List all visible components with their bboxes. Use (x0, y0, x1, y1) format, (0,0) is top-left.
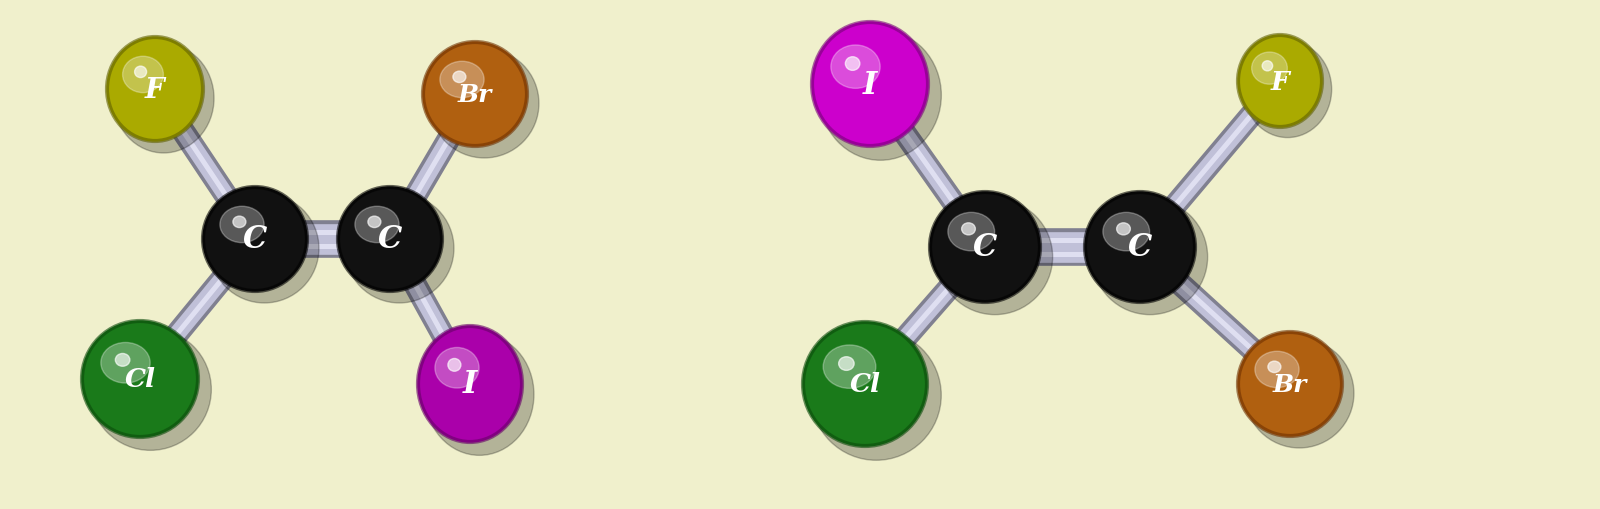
Ellipse shape (947, 213, 995, 251)
Ellipse shape (82, 321, 198, 437)
Ellipse shape (422, 43, 526, 147)
Ellipse shape (1262, 62, 1272, 72)
Ellipse shape (90, 329, 211, 450)
Text: C: C (378, 224, 402, 255)
Ellipse shape (134, 67, 147, 78)
Ellipse shape (1251, 53, 1288, 85)
Text: F: F (1270, 69, 1290, 94)
Ellipse shape (115, 354, 130, 366)
Ellipse shape (813, 23, 928, 147)
Ellipse shape (1238, 332, 1342, 436)
Ellipse shape (368, 217, 381, 228)
Text: F: F (146, 76, 165, 103)
Ellipse shape (838, 357, 854, 371)
Ellipse shape (819, 31, 941, 161)
Text: C: C (243, 224, 267, 255)
Ellipse shape (344, 194, 454, 303)
Ellipse shape (219, 207, 264, 243)
Ellipse shape (1267, 361, 1282, 373)
Ellipse shape (435, 348, 478, 388)
Ellipse shape (822, 345, 875, 388)
Ellipse shape (1093, 200, 1208, 315)
Ellipse shape (355, 207, 398, 243)
Ellipse shape (114, 45, 214, 154)
Ellipse shape (830, 46, 880, 89)
Text: C: C (1128, 232, 1152, 263)
Ellipse shape (803, 322, 926, 446)
Ellipse shape (1102, 213, 1150, 251)
Ellipse shape (203, 188, 307, 292)
Ellipse shape (938, 200, 1053, 315)
Ellipse shape (1117, 223, 1130, 236)
Ellipse shape (1243, 42, 1331, 138)
Text: Cl: Cl (125, 367, 155, 392)
Ellipse shape (845, 58, 859, 71)
Ellipse shape (440, 62, 485, 98)
Ellipse shape (123, 57, 163, 94)
Ellipse shape (930, 192, 1040, 302)
Ellipse shape (1245, 339, 1354, 448)
Text: I: I (862, 69, 877, 100)
Ellipse shape (811, 330, 941, 460)
Ellipse shape (1238, 36, 1322, 128)
Ellipse shape (448, 359, 461, 372)
Ellipse shape (418, 326, 522, 442)
Text: Cl: Cl (850, 372, 880, 397)
Ellipse shape (107, 38, 203, 142)
Ellipse shape (210, 194, 318, 303)
Ellipse shape (1254, 352, 1299, 388)
Ellipse shape (962, 223, 976, 236)
Ellipse shape (338, 188, 442, 292)
Ellipse shape (430, 50, 539, 159)
Ellipse shape (101, 343, 150, 383)
Ellipse shape (424, 334, 534, 456)
Text: I: I (462, 369, 477, 400)
Text: C: C (973, 232, 997, 263)
Text: Br: Br (458, 83, 493, 107)
Ellipse shape (453, 72, 466, 83)
Text: Br: Br (1274, 372, 1307, 396)
Ellipse shape (1085, 192, 1195, 302)
Ellipse shape (234, 217, 246, 228)
